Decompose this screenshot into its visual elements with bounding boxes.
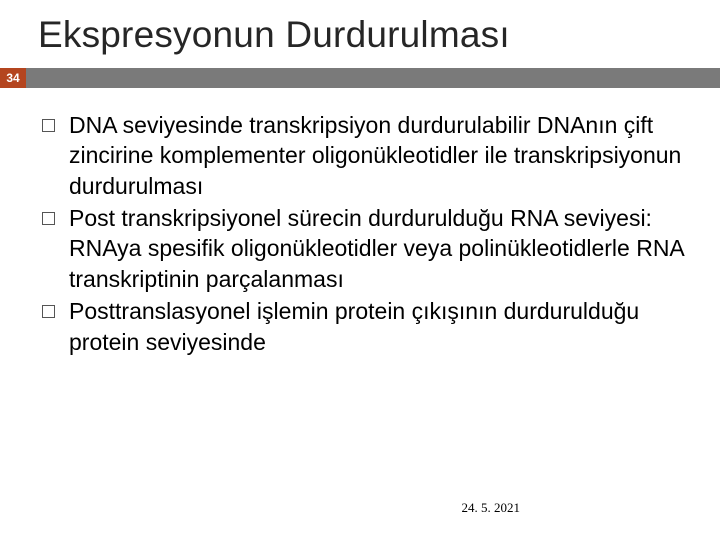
square-bullet-icon xyxy=(42,212,55,225)
list-item: Post transkripsiyonel sürecin durduruldu… xyxy=(42,203,698,294)
square-bullet-icon xyxy=(42,119,55,132)
badge-bar xyxy=(26,68,720,88)
list-item: Posttranslasyonel işlemin protein çıkışı… xyxy=(42,296,698,357)
bullet-text: Post transkripsiyonel sürecin durduruldu… xyxy=(69,203,698,294)
bullet-text: Posttranslasyonel işlemin protein çıkışı… xyxy=(69,296,698,357)
square-bullet-icon xyxy=(42,305,55,318)
bullet-text: DNA seviyesinde transkripsiyon durdurula… xyxy=(69,110,698,201)
slide-date: 24. 5. 2021 xyxy=(462,500,521,516)
list-item: DNA seviyesinde transkripsiyon durdurula… xyxy=(42,110,698,201)
content-area: DNA seviyesinde transkripsiyon durdurula… xyxy=(0,88,720,357)
slide-title: Ekspresyonun Durdurulması xyxy=(0,0,720,68)
slide-number-badge: 34 xyxy=(0,68,26,88)
badge-row: 34 xyxy=(0,68,720,88)
